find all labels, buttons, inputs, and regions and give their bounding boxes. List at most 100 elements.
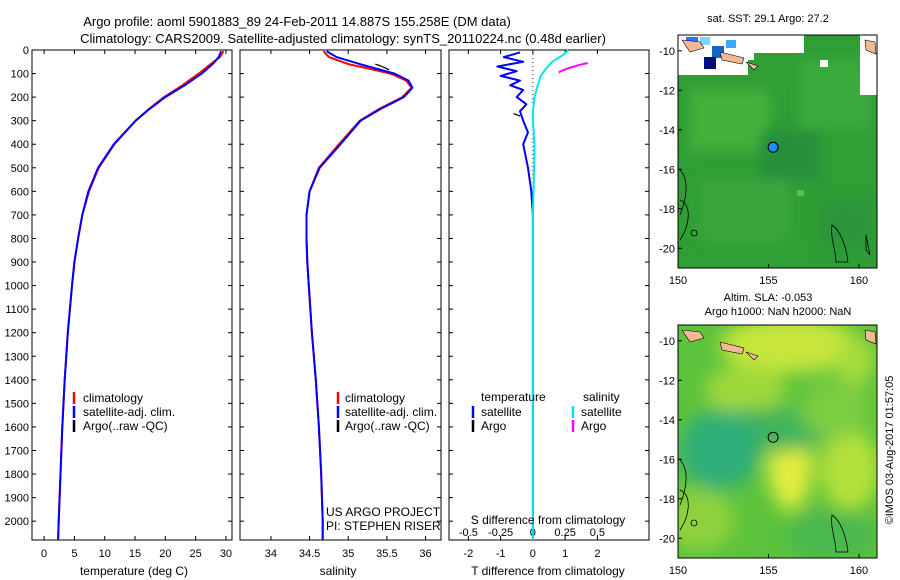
- x-tick-label: 0: [41, 548, 47, 560]
- y-tick-label: 1500: [5, 398, 29, 410]
- legend-label-satellite-adj: satellite-adj. clim.: [345, 405, 437, 419]
- y-tick-label: 900: [11, 257, 29, 269]
- y-tick-label: 1200: [5, 328, 29, 340]
- series-line-temperature-argo: [513, 113, 521, 117]
- x-tick-label: 15: [129, 548, 141, 560]
- series-line-climatology: [305, 50, 413, 540]
- map-y-tick-label: -12: [659, 85, 675, 97]
- x-tick-label: 25: [190, 548, 202, 560]
- y-tick-label: 700: [11, 210, 29, 222]
- map-y-tick-label: -10: [659, 46, 675, 58]
- sla-argo-location-marker: [767, 431, 779, 443]
- figure-title-line2: Climatology: CARS2009. Satellite-adjuste…: [80, 31, 606, 46]
- series-line-satellite-adj-clim-: [57, 50, 223, 541]
- map-x-tick-label: 150: [669, 275, 687, 287]
- y-tick-label: 200: [11, 92, 29, 104]
- salinity-axes: [239, 49, 442, 541]
- series-line-argo: [375, 63, 390, 71]
- y-tick-label: 300: [11, 116, 29, 128]
- y-tick-label: 1000: [5, 281, 29, 293]
- sla-map-frame: [677, 324, 878, 559]
- temperature-xlabel: temperature (deg C): [80, 564, 188, 578]
- x-tick-label: 10: [99, 548, 111, 560]
- map-x-tick-label: 150: [669, 565, 687, 577]
- map-x-tick-label: 160: [850, 565, 868, 577]
- x-tick-label: -2: [463, 548, 473, 560]
- imos-watermark: ©IMOS 03-Aug-2017 01:57:05: [884, 376, 896, 525]
- series-line-salinity-argo: [558, 62, 588, 74]
- salinity-diff-axis-label: S difference from climatology: [471, 513, 626, 527]
- credit-project: US ARGO PROJECT: [326, 505, 441, 519]
- temperature-axes: [31, 49, 233, 541]
- sst-map-field: [678, 35, 877, 268]
- x-tick-label: 36: [419, 548, 431, 560]
- map-y-tick-label: -18: [659, 494, 675, 506]
- legend-label-satellite-adj: satellite-adj. clim.: [83, 405, 175, 419]
- map-y-tick-label: -14: [659, 125, 675, 137]
- x-tick-label: 5: [71, 548, 77, 560]
- sla-map-title-line1: Altim. SLA: -0.053: [724, 292, 813, 304]
- salinity-xlabel: salinity: [320, 564, 357, 578]
- series-line-climatology: [57, 50, 225, 541]
- legend-label-argo: Argo(..raw -QC): [83, 419, 168, 433]
- difference-axes: [448, 49, 650, 541]
- x-tick-label: 35.5: [376, 548, 397, 560]
- difference-legend: temperature salinity satellite Argo sate…: [471, 390, 626, 527]
- sla-map-title-line2: Argo h1000: NaN h2000: NaN: [705, 306, 852, 318]
- legend-label-temp-satellite: satellite: [481, 405, 522, 419]
- s-tick-label: -0.25: [488, 527, 513, 539]
- y-tick-label: 1600: [5, 422, 29, 434]
- x-tick-label: 34.5: [299, 548, 320, 560]
- sst-map-title: sat. SST: 29.1 Argo: 27.2: [707, 13, 829, 25]
- legend-label-climatology: climatology: [83, 391, 143, 405]
- map-x-tick-label: 155: [759, 565, 777, 577]
- y-tick-label: 800: [11, 233, 29, 245]
- y-tick-label: 600: [11, 186, 29, 198]
- x-tick-label: 0: [530, 548, 536, 560]
- series-line-temperature-satellite: [496, 51, 534, 540]
- map-y-tick-label: -20: [659, 533, 675, 545]
- x-tick-label: 2: [594, 548, 600, 560]
- sla-map-field: [678, 325, 877, 558]
- figure-title-line1: Argo profile: aoml 5901883_89 24-Feb-201…: [83, 14, 511, 29]
- map-y-tick-label: -14: [659, 415, 675, 427]
- map-y-tick-label: -16: [659, 454, 675, 466]
- map-y-tick-label: -16: [659, 164, 675, 176]
- difference-xlabel: T difference from climatology: [471, 564, 625, 578]
- x-tick-label: -1: [496, 548, 506, 560]
- x-tick-label: 35: [342, 548, 354, 560]
- legend-title-temperature: temperature: [481, 390, 546, 404]
- legend-label-argo: Argo(..raw -QC): [345, 419, 430, 433]
- salinity-legend: climatology satellite-adj. clim. Argo(..…: [326, 391, 441, 533]
- x-tick-label: 34: [265, 548, 277, 560]
- temperature-legend: climatology satellite-adj. clim. Argo(..…: [72, 391, 175, 433]
- map-y-tick-label: -18: [659, 204, 675, 216]
- series-line-salinity-satellite: [531, 49, 570, 540]
- legend-label-sal-satellite: satellite: [581, 405, 622, 419]
- map-x-tick-label: 155: [759, 275, 777, 287]
- map-y-tick-label: -10: [659, 336, 675, 348]
- x-tick-label: 20: [159, 548, 171, 560]
- map-y-tick-label: -20: [659, 243, 675, 255]
- sst-map-frame: [677, 34, 878, 269]
- legend-title-salinity: salinity: [583, 390, 620, 404]
- map-y-tick-label: -12: [659, 375, 675, 387]
- series-line-satellite-adj-clim-: [305, 50, 414, 540]
- y-tick-label: 0: [23, 45, 29, 57]
- y-tick-label: 100: [11, 69, 29, 81]
- map-x-tick-label: 160: [850, 275, 868, 287]
- y-tick-label: 400: [11, 139, 29, 151]
- legend-label-sal-argo: Argo: [581, 419, 607, 433]
- legend-label-climatology: climatology: [345, 391, 405, 405]
- x-tick-label: 30: [220, 548, 232, 560]
- y-tick-label: 1300: [5, 351, 29, 363]
- s-tick-label: -0.5: [459, 527, 478, 539]
- s-tick-label: 0.25: [554, 527, 575, 539]
- y-tick-label: 1100: [5, 304, 29, 316]
- y-tick-label: 1700: [5, 445, 29, 457]
- credit-pi: PI: STEPHEN RISER: [326, 519, 441, 533]
- s-tick-label: 0.5: [590, 527, 605, 539]
- sst-argo-location-marker: [767, 141, 779, 153]
- y-tick-label: 500: [11, 163, 29, 175]
